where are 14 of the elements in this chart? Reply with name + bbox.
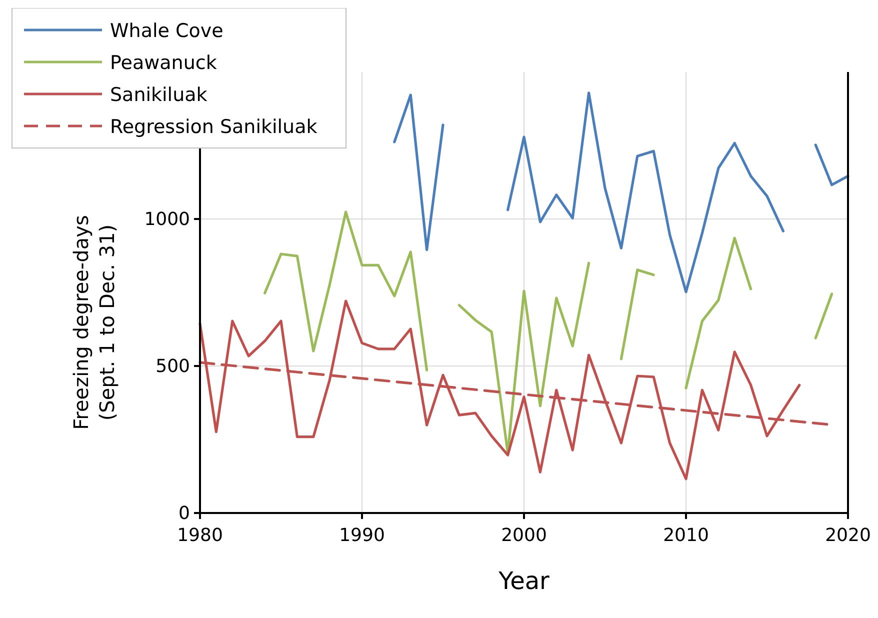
legend-label: Sanikiluak (110, 84, 208, 106)
x-tick-label: 2010 (663, 525, 709, 546)
legend-label: Whale Cove (110, 20, 224, 42)
y-axis-title: Freezing degree-days (Sept. 1 to Dec. 31) (69, 215, 119, 430)
x-axis-title: Year (498, 567, 550, 595)
legend-label: Peawanuck (110, 52, 217, 74)
legend-label: Regression Sanikiluak (110, 116, 318, 138)
x-tick-label: 1990 (339, 525, 385, 546)
y-tick-label: 1000 (144, 209, 190, 230)
x-tick-label: 2020 (825, 525, 871, 546)
y-tick-label: 500 (156, 356, 190, 377)
y-tick-label: 0 (178, 503, 190, 524)
x-tick-label: 1980 (177, 525, 223, 546)
x-tick-label: 2000 (501, 525, 547, 546)
